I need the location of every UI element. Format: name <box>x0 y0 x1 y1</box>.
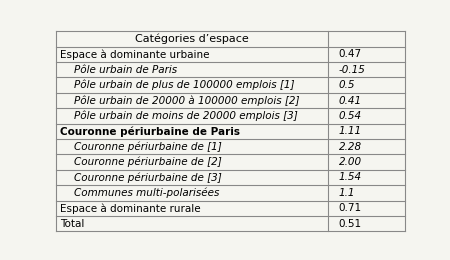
Text: 1.54: 1.54 <box>339 172 362 183</box>
Text: 0.5: 0.5 <box>339 80 355 90</box>
Text: Catégories d’espace: Catégories d’espace <box>135 34 249 44</box>
Text: Espace à dominante urbaine: Espace à dominante urbaine <box>60 49 210 60</box>
Text: 0.51: 0.51 <box>339 219 362 229</box>
Text: Pôle urbain de 20000 à 100000 emplois [2]: Pôle urbain de 20000 à 100000 emplois [2… <box>74 95 300 106</box>
Text: Couronne périurbaine de [2]: Couronne périurbaine de [2] <box>74 157 222 167</box>
Text: 2.00: 2.00 <box>339 157 362 167</box>
Text: Espace à dominante rurale: Espace à dominante rurale <box>60 203 201 213</box>
Text: 1.1: 1.1 <box>339 188 355 198</box>
Text: Couronne périurbaine de [3]: Couronne périurbaine de [3] <box>74 172 222 183</box>
Text: 0.54: 0.54 <box>339 111 362 121</box>
Text: 0.41: 0.41 <box>339 95 362 106</box>
Text: Pôle urbain de Paris: Pôle urbain de Paris <box>74 65 177 75</box>
Text: Pôle urbain de moins de 20000 emplois [3]: Pôle urbain de moins de 20000 emplois [3… <box>74 111 298 121</box>
Text: 0.71: 0.71 <box>339 203 362 213</box>
Text: Pôle urbain de plus de 100000 emplois [1]: Pôle urbain de plus de 100000 emplois [1… <box>74 80 295 90</box>
Text: Total: Total <box>60 219 85 229</box>
Text: Communes multi-polarisées: Communes multi-polarisées <box>74 188 220 198</box>
Text: 2.28: 2.28 <box>339 142 362 152</box>
Text: Couronne périurbaine de Paris: Couronne périurbaine de Paris <box>60 126 240 136</box>
Text: Couronne périurbaine de [1]: Couronne périurbaine de [1] <box>74 141 222 152</box>
Text: 1.11: 1.11 <box>339 126 362 136</box>
Text: -0.15: -0.15 <box>339 65 365 75</box>
Text: 0.47: 0.47 <box>339 49 362 59</box>
